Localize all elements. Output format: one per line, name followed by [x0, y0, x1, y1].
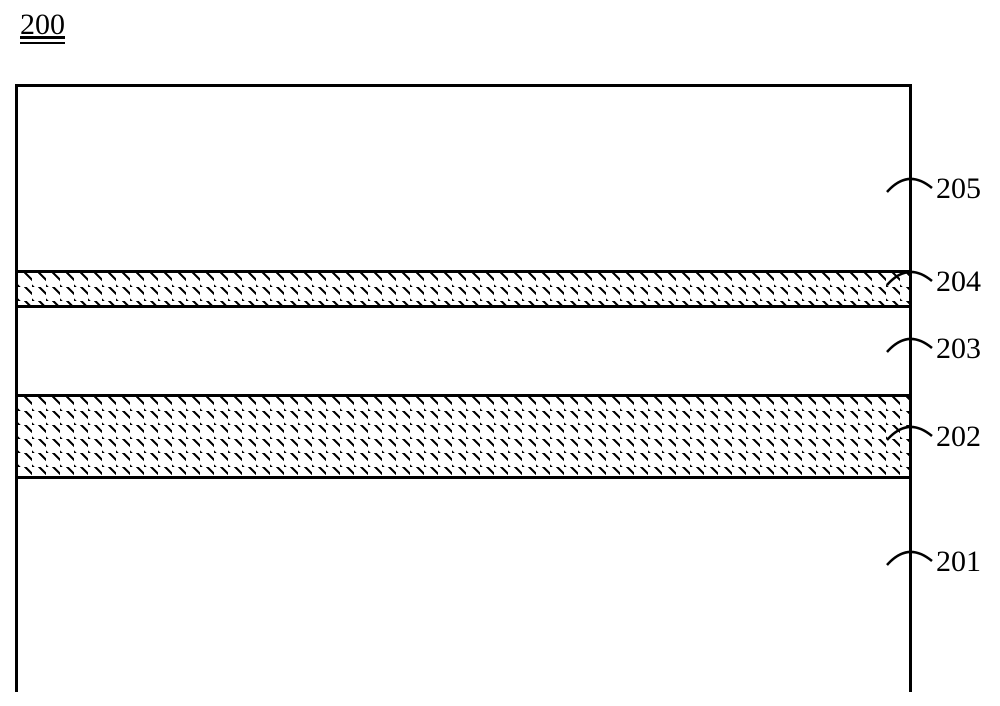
layer-205 [18, 87, 909, 270]
layer-202 [18, 394, 909, 476]
layer-201 [18, 476, 909, 695]
figure-stage: 200 205 204 203 202 201 [0, 0, 1000, 706]
callout-202: 202 [936, 420, 981, 454]
figure-number-text: 200 [20, 8, 65, 44]
layer-204 [18, 270, 909, 305]
callout-205: 205 [936, 172, 981, 206]
callout-204: 204 [936, 265, 981, 299]
layer-203 [18, 305, 909, 394]
layer-stack-diagram [15, 84, 912, 692]
callout-201: 201 [936, 545, 981, 579]
figure-number: 200 [20, 8, 65, 42]
callout-203: 203 [936, 332, 981, 366]
